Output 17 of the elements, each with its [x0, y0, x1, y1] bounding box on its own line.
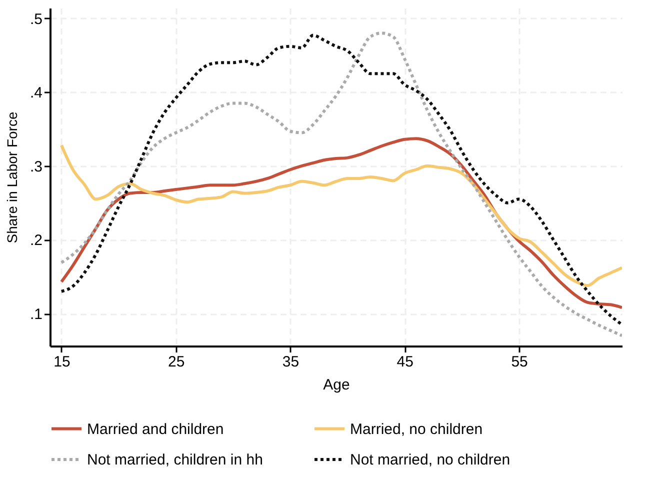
y-tick-label: .2 [30, 232, 42, 250]
legend-label: Not married, no children [350, 452, 510, 468]
y-tick-label: .1 [30, 306, 42, 324]
legend-label: Married, no children [350, 420, 483, 438]
y-tick-label: .3 [30, 158, 42, 176]
line-series [60, 144, 622, 287]
x-tick-label: 25 [168, 354, 185, 370]
x-tick-label: 45 [396, 354, 414, 370]
x-tick-label: 35 [282, 354, 300, 370]
legend-label: Not married, children in hh [87, 452, 263, 468]
y-tick-label: .5 [30, 10, 42, 28]
legend-label: Married and children [87, 420, 224, 438]
y-tick-label: .4 [30, 84, 42, 102]
x-tick-label: 15 [54, 354, 70, 370]
x-tick-label: 55 [511, 354, 528, 370]
y-axis-title: Share in Labor Force [4, 112, 20, 244]
x-axis-title: Age [323, 376, 350, 394]
